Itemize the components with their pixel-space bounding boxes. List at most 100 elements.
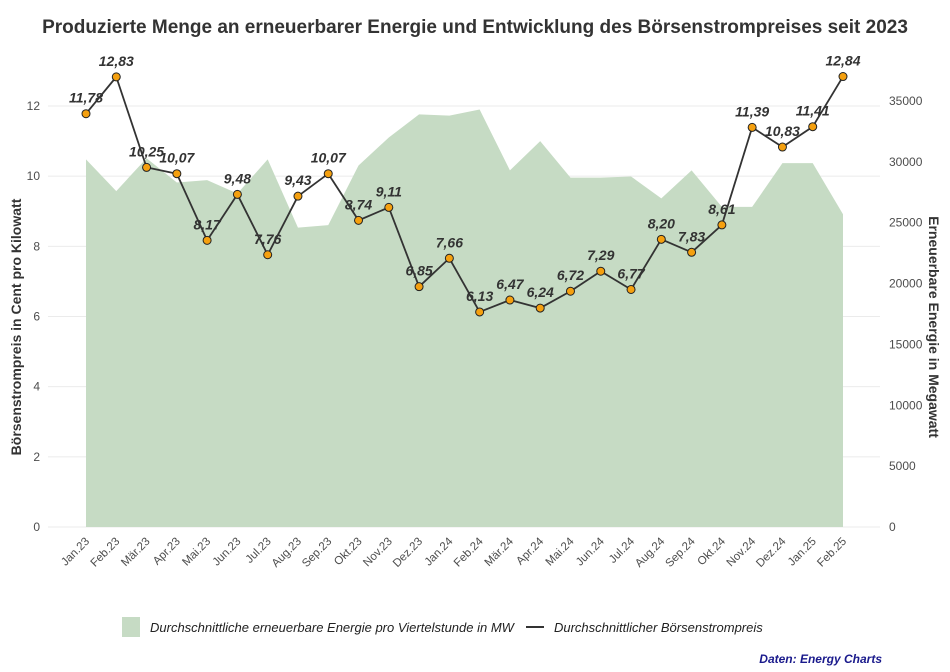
x-tick-label: Jun.24 <box>574 535 607 568</box>
price-point <box>505 295 515 305</box>
left-tick-label: 4 <box>33 380 40 394</box>
x-tick-label: Dez.23 <box>391 536 425 570</box>
price-data-label: 8,20 <box>648 215 675 231</box>
price-line-segment <box>479 299 511 313</box>
x-tick-label: Jan.24 <box>423 535 456 568</box>
price-point <box>717 220 727 230</box>
price-line-segment <box>721 127 754 226</box>
price-point <box>475 307 485 317</box>
price-data-label: 7,76 <box>254 231 281 247</box>
x-tick-label: Nov.24 <box>725 535 759 569</box>
x-tick-label: Jan.25 <box>786 536 819 569</box>
right-tick-label: 30000 <box>889 155 923 169</box>
left-tick-label: 12 <box>27 99 41 113</box>
price-data-label: 10,07 <box>311 150 347 166</box>
price-point <box>414 282 424 292</box>
renewable-energy-area <box>86 109 843 528</box>
price-point <box>202 235 212 245</box>
right-axis-title: Erneuerbare Energie in Megawatt <box>926 216 942 438</box>
price-data-label: 7,83 <box>678 228 705 244</box>
right-tick-label: 5000 <box>889 459 916 473</box>
price-point <box>172 169 182 179</box>
price-data-label: 10,83 <box>765 123 800 139</box>
legend-line-label: Durchschnittlicher Börsenstrompreis <box>553 619 763 635</box>
price-line-segment <box>176 173 208 241</box>
price-data-label: 8,17 <box>193 216 221 232</box>
price-point <box>293 191 303 201</box>
right-axis-ticks: 0 5000 10000 15000 20000 25000 30000 35000 <box>889 94 923 534</box>
price-data-label: 11,41 <box>796 103 830 119</box>
price-point <box>777 142 787 152</box>
price-line-segment <box>387 207 420 288</box>
x-tick-label: Mär.24 <box>483 535 517 569</box>
price-line-segment <box>418 257 450 288</box>
price-data-label: 6,72 <box>557 267 584 283</box>
data-source: Daten: Energy Charts <box>759 652 882 666</box>
price-data-label: 12,83 <box>99 53 134 69</box>
x-tick-label: Feb.25 <box>815 536 849 570</box>
price-data-label: 10,07 <box>159 150 195 166</box>
right-tick-label: 10000 <box>889 398 923 412</box>
left-tick-label: 6 <box>33 310 40 324</box>
x-tick-label: Apr.23 <box>151 536 183 568</box>
price-point <box>626 284 636 294</box>
x-tick-label: Jun.23 <box>211 536 244 569</box>
x-tick-label: Aug.23 <box>270 536 304 570</box>
chart-title: Produzierte Menge an erneuerbarer Energi… <box>42 17 908 38</box>
price-line-segment <box>115 76 148 168</box>
right-tick-label: 35000 <box>889 94 923 108</box>
x-tick-label: Aug.24 <box>633 535 668 570</box>
right-tick-label: 0 <box>889 520 896 534</box>
price-line-segment <box>327 173 360 221</box>
price-point <box>142 162 152 172</box>
right-tick-label: 25000 <box>889 216 923 230</box>
data-labels: 11,7812,8310,2510,078,179,487,769,4310,0… <box>69 53 861 304</box>
left-tick-label: 8 <box>33 239 40 253</box>
legend: Durchschnittliche erneuerbare Energie pr… <box>122 617 763 637</box>
price-line-segment <box>266 195 299 256</box>
x-tick-label: Okt.23 <box>332 536 364 568</box>
x-tick-label: Okt.24 <box>696 535 729 568</box>
legend-area-swatch <box>122 617 140 637</box>
left-tick-label: 2 <box>33 450 40 464</box>
price-point <box>596 266 606 276</box>
left-axis-title: Börsenstrompreis in Cent pro Kilowatt <box>8 198 24 455</box>
area-series <box>86 109 843 528</box>
price-line-segment <box>600 270 632 291</box>
legend-area-label: Durchschnittliche erneuerbare Energie pr… <box>150 619 514 635</box>
price-line-segment <box>206 193 239 241</box>
price-data-label: 8,74 <box>345 196 372 212</box>
x-tick-label: Sep.23 <box>300 536 334 570</box>
price-point <box>838 72 848 82</box>
price-data-label: 11,39 <box>735 103 769 119</box>
price-line-segment <box>85 76 117 115</box>
left-tick-label: 10 <box>27 169 41 183</box>
x-tick-label: Apr.24 <box>514 535 546 567</box>
price-line-segment <box>358 206 390 222</box>
price-data-label: 12,84 <box>825 53 860 69</box>
price-point <box>656 234 666 244</box>
price-data-label: 6,24 <box>527 284 554 300</box>
price-line-segment <box>781 125 814 148</box>
price-data-label: 9,48 <box>224 170 251 186</box>
price-point <box>384 202 394 212</box>
price-line-segment <box>539 290 571 309</box>
price-line-segment <box>690 224 723 253</box>
price-data-label: 9,11 <box>376 183 402 199</box>
price-point <box>535 303 545 313</box>
x-tick-label: Feb.24 <box>452 535 486 569</box>
price-data-label: 6,77 <box>617 265 645 281</box>
price-point <box>81 109 91 119</box>
price-data-label: 6,47 <box>496 276 524 292</box>
price-point <box>444 253 454 263</box>
price-line-segment <box>297 172 329 197</box>
price-data-label: 6,13 <box>466 288 493 304</box>
price-data-label: 7,29 <box>587 247 614 263</box>
price-line-segment <box>751 126 783 148</box>
price-line-segment <box>569 270 602 292</box>
price-point <box>687 247 697 257</box>
price-data-label: 10,25 <box>129 143 164 159</box>
price-line-segment <box>509 299 541 309</box>
